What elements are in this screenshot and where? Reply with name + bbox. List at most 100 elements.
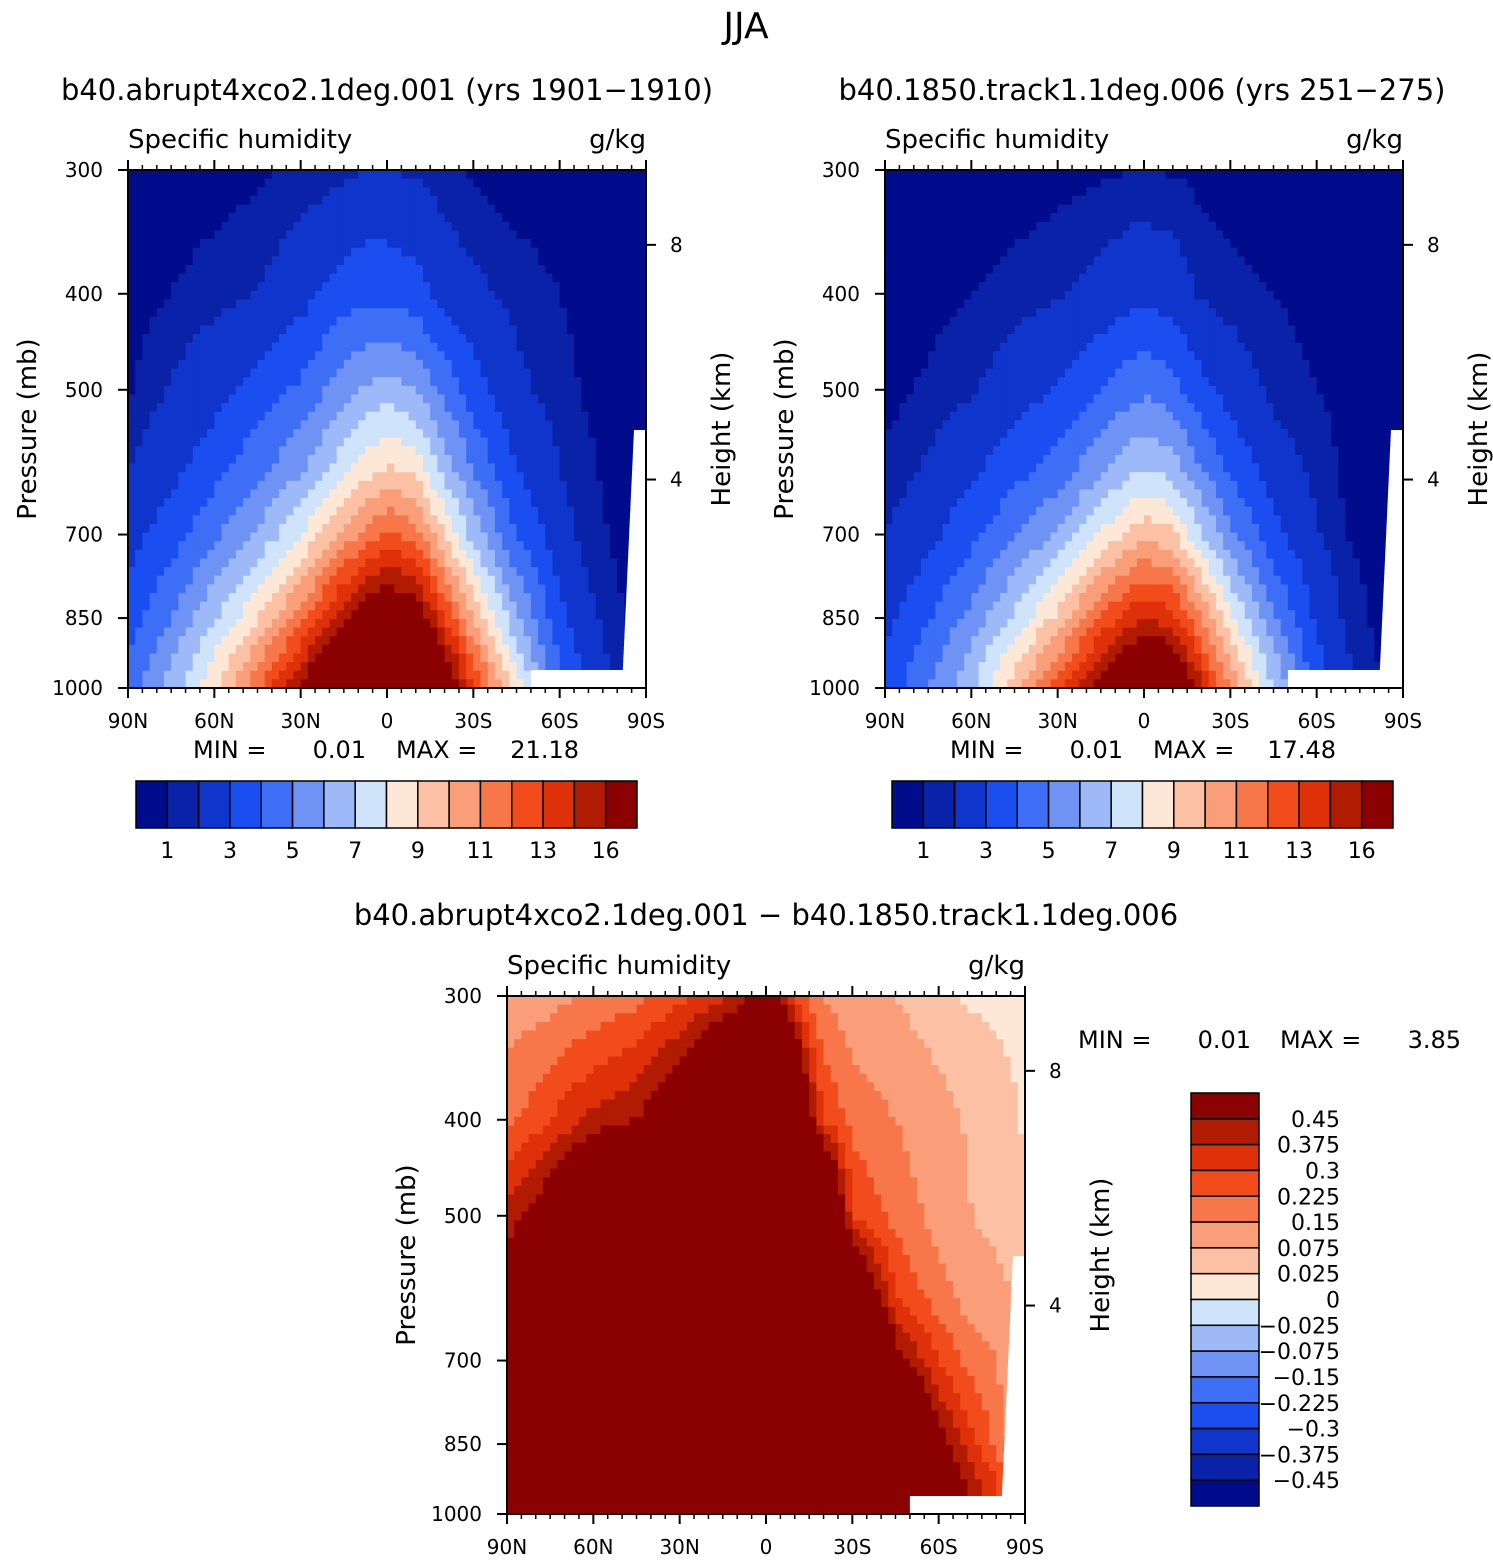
contour-cell — [142, 385, 151, 396]
contour-cell — [300, 187, 309, 197]
contour-cell — [300, 489, 309, 499]
contour-cell — [394, 575, 402, 585]
contour-cell — [235, 558, 244, 568]
contour-cell — [128, 359, 136, 370]
contour-cell — [250, 610, 259, 620]
contour-cell — [530, 480, 539, 491]
contour-cell — [1093, 178, 1102, 188]
contour-cell — [602, 549, 611, 560]
contour-cell — [552, 170, 561, 180]
contour-cell — [1093, 170, 1102, 180]
contour-cell — [1251, 187, 1260, 197]
contour-cell — [228, 662, 237, 672]
contour-cell — [214, 601, 223, 611]
contour-cell — [494, 506, 503, 516]
contour-cell — [509, 204, 518, 214]
contour-cell — [387, 575, 395, 585]
contour-cell — [552, 437, 561, 447]
contour-cell — [343, 463, 352, 473]
contour-cell — [156, 282, 165, 292]
contour-cell — [566, 541, 575, 551]
contour-cell — [178, 610, 187, 620]
contour-cell — [422, 213, 431, 223]
contour-cell — [271, 429, 280, 439]
contour-cell — [178, 593, 187, 603]
contour-cell — [394, 316, 402, 326]
contour-cell — [315, 515, 323, 525]
contour-cell — [372, 411, 381, 421]
contour-cell — [631, 308, 640, 318]
contour-cell — [336, 454, 345, 465]
contour-cell — [185, 653, 194, 663]
contour-cell — [343, 627, 352, 637]
contour-cell — [885, 221, 893, 232]
contour-cell — [228, 420, 237, 430]
contour-cell — [185, 264, 194, 275]
contour-cell — [142, 429, 151, 439]
contour-cell — [228, 627, 237, 637]
contour-cell — [516, 178, 525, 188]
figure-title: JJA — [721, 6, 769, 47]
contour-cell — [149, 515, 158, 525]
contour-cell — [250, 394, 259, 404]
contour-cell — [142, 679, 151, 689]
contour-cell — [250, 463, 259, 473]
contour-cell — [523, 256, 532, 266]
contour-cell — [899, 230, 908, 240]
contour-cell — [466, 316, 474, 326]
contour-cell — [487, 627, 496, 637]
contour-cell — [545, 472, 554, 482]
contour-cell — [221, 230, 230, 240]
contour-cell — [286, 636, 295, 646]
contour-cell — [243, 558, 251, 568]
contour-cell — [1316, 178, 1325, 188]
contour-cell — [466, 662, 474, 672]
contour-cell — [631, 368, 640, 378]
contour-cell — [300, 549, 309, 560]
contour-cell — [617, 325, 626, 335]
contour-cell — [1129, 187, 1138, 197]
contour-cell — [250, 308, 259, 318]
contour-cell — [214, 213, 223, 223]
contour-cell — [199, 403, 208, 413]
contour-cell — [163, 515, 172, 525]
contour-cell — [221, 308, 230, 318]
contour-cell — [271, 213, 280, 223]
contour-cell — [422, 273, 431, 283]
contour-cell — [286, 178, 295, 188]
colorbar-label: 1 — [160, 839, 174, 864]
contour-cell — [1151, 187, 1159, 197]
contour-cell — [602, 420, 611, 430]
contour-cell — [595, 506, 604, 516]
contour-cell — [351, 610, 359, 620]
contour-cell — [1165, 221, 1174, 232]
y-tick-label: 850 — [65, 606, 103, 630]
contour-cell — [408, 662, 417, 672]
contour-cell — [264, 437, 273, 447]
contour-cell — [1007, 178, 1016, 188]
contour-cell — [163, 282, 172, 292]
contour-cell — [365, 282, 374, 292]
contour-cell — [185, 187, 194, 197]
contour-cell — [343, 558, 352, 568]
contour-cell — [365, 670, 374, 680]
contour-cell — [192, 532, 201, 542]
contour-cell — [437, 610, 446, 620]
contour-cell — [480, 627, 489, 637]
contour-cell — [192, 575, 201, 585]
contour-cell — [523, 636, 532, 646]
contour-cell — [415, 264, 424, 275]
contour-cell — [1244, 221, 1253, 232]
contour-cell — [473, 601, 482, 611]
contour-cell — [293, 437, 302, 447]
contour-cell — [1316, 213, 1325, 223]
contour-cell — [322, 403, 331, 413]
contour-cell — [559, 506, 568, 516]
contour-cell — [538, 463, 546, 473]
contour-cell — [387, 264, 395, 275]
contour-cell — [307, 170, 316, 180]
contour-cell — [494, 403, 503, 413]
contour-cell — [307, 593, 316, 603]
contour-cell — [372, 670, 381, 680]
contour-cell — [264, 446, 273, 456]
